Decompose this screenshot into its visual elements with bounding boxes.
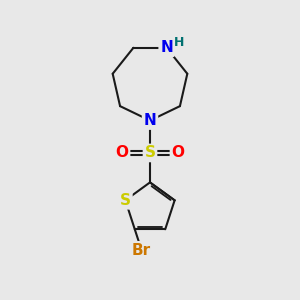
Text: S: S — [120, 193, 131, 208]
Text: S: S — [145, 146, 155, 160]
Text: H: H — [174, 36, 184, 49]
Text: O: O — [116, 146, 128, 160]
Text: Br: Br — [132, 243, 151, 258]
Text: N: N — [160, 40, 173, 55]
Text: N: N — [144, 113, 156, 128]
Text: O: O — [172, 146, 184, 160]
